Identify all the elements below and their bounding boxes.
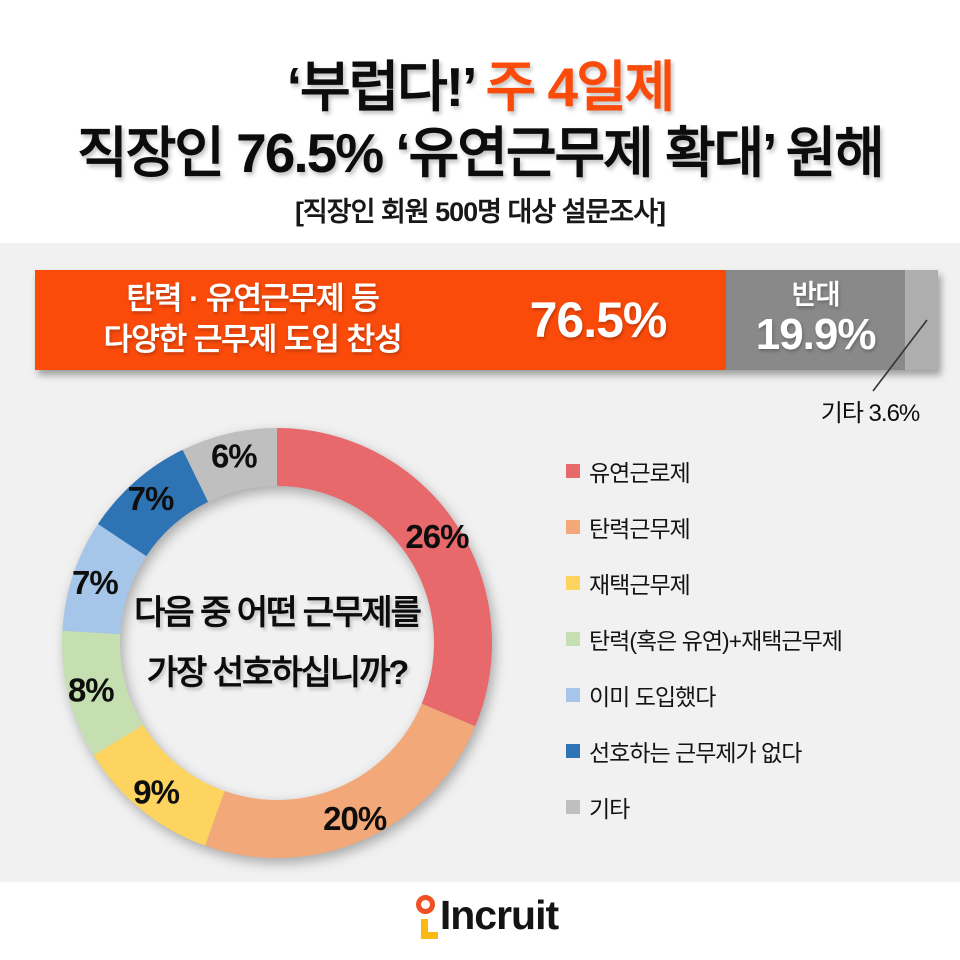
legend-label: 유연근로제: [589, 460, 691, 486]
bar-segment-agree: 탄력 · 유연근무제 등 다양한 근무제 도입 찬성 76.5%: [35, 270, 726, 370]
donut-percent-label-4: 7%: [72, 564, 118, 601]
legend-swatch-icon: [566, 576, 580, 590]
agree-value: 76.5%: [529, 292, 668, 348]
donut-percent-label-5: 7%: [128, 480, 174, 517]
legend-label: 탄력(혹은 유연)+재택근무제: [589, 628, 843, 654]
agree-label-line1: 탄력 · 유연근무제 등: [126, 281, 379, 317]
legend-swatch-icon: [566, 632, 580, 646]
legend-label: 이미 도입했다: [589, 684, 716, 710]
legend-swatch-icon: [566, 520, 580, 534]
donut-percent-label-3: 8%: [68, 671, 114, 708]
legend-label: 선호하는 근무제가 없다: [589, 740, 802, 766]
logo-l-icon: [420, 919, 438, 939]
legend-label: 재택근무제: [589, 572, 691, 598]
bar-segment-oppose: 반대 19.9%: [725, 270, 906, 370]
oppose-label: 반대: [791, 279, 841, 310]
donut-segment-1: [205, 703, 476, 859]
donut-chart: 26% 20% 9% 8% 7% 7% 6%: [62, 428, 492, 859]
legend-item: 선호하는 근무제가 없다: [566, 723, 842, 779]
legend-item: 이미 도입했다: [566, 667, 842, 723]
legend-item: 탄력근무제: [566, 499, 842, 555]
donut-percent-label-2: 9%: [133, 774, 179, 811]
legend-item: 기타: [566, 779, 842, 835]
question-line2: 가장 선호하십니까?: [146, 654, 409, 692]
logo-ring-icon: [415, 895, 435, 914]
donut-center-question: 다음 중 어떤 근무제를 가장 선호하십니까?: [107, 583, 447, 703]
legend-item: 유연근로제: [566, 443, 842, 499]
title-plain-text: ‘부럽다!’: [286, 56, 476, 118]
donut-segment-5: [97, 449, 209, 557]
legend-swatch-icon: [566, 744, 580, 758]
legend-item: 탄력(혹은 유연)+재택근무제: [566, 611, 843, 667]
donut-segment-4: [62, 523, 147, 635]
brand-name: Incruit: [439, 892, 559, 938]
incruit-logo-mark-icon: [402, 893, 442, 949]
legend-swatch-icon: [566, 800, 580, 814]
header: ‘부럽다!’ 주 4일제 직장인 76.5% ‘유연근무제 확대’ 원해 [직장…: [0, 0, 960, 243]
donut-segment-3: [62, 630, 144, 756]
agree-label: 탄력 · 유연근무제 등 다양한 근무제 도입 찬성: [35, 279, 470, 361]
page-title-line1: ‘부럽다!’ 주 4일제: [0, 42, 960, 122]
legend-swatch-icon: [566, 688, 580, 702]
legend-item: 재택근무제: [566, 555, 842, 611]
incruit-logo: Incruit: [402, 892, 559, 949]
donut-segment-2: [93, 724, 225, 846]
bar-segment-other: [905, 270, 938, 370]
title-highlight-text: 주 4일제: [485, 56, 676, 118]
legend-label: 기타: [589, 796, 630, 822]
legend: 유연근로제 탄력근무제 재택근무제 탄력(혹은 유연)+재택근무제 이미 도입했…: [566, 443, 843, 835]
oppose-value: 19.9%: [755, 309, 877, 359]
approval-bar: 탄력 · 유연근무제 등 다양한 근무제 도입 찬성 76.5% 반대 19.9…: [35, 270, 938, 370]
donut-percent-label-6: 6%: [211, 437, 257, 474]
other-callout-label: 기타 3.6%: [820, 400, 921, 427]
survey-caption: [직장인 회원 500명 대상 설문조사]: [294, 197, 666, 227]
donut-percent-label-0: 26%: [405, 518, 469, 555]
footer: Incruit: [0, 882, 960, 960]
question-line1: 다음 중 어떤 근무제를: [134, 594, 422, 632]
legend-swatch-icon: [566, 464, 580, 478]
agree-label-line2: 다양한 근무제 도입 찬성: [103, 322, 403, 357]
donut-segment-0: [277, 428, 492, 727]
legend-label: 탄력근무제: [589, 516, 691, 542]
page-title-line2: 직장인 76.5% ‘유연근무제 확대’ 원해: [77, 122, 885, 184]
donut-percent-label-1: 20%: [323, 800, 387, 837]
donut-segment-6: [182, 428, 277, 502]
chart-card: 탄력 · 유연근무제 등 다양한 근무제 도입 찬성 76.5% 반대 19.9…: [0, 243, 960, 882]
